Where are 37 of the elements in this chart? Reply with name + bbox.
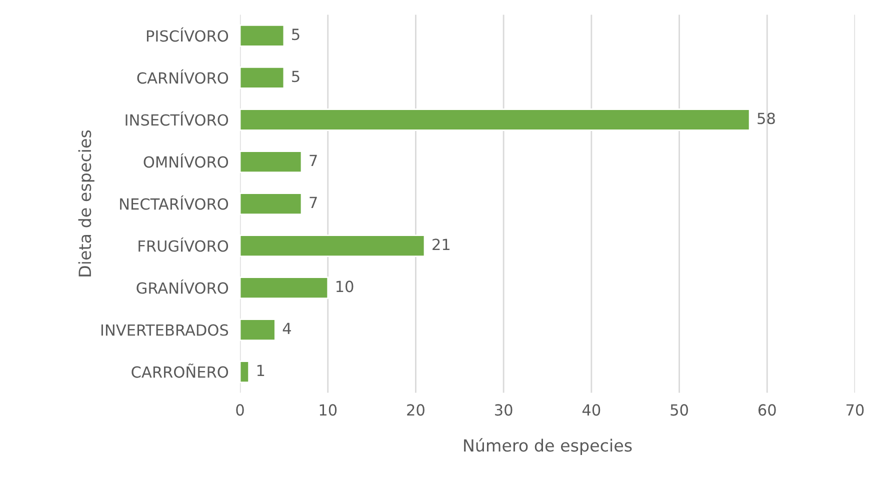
x-tick-label: 50 bbox=[670, 404, 688, 416]
data-label: 5 bbox=[292, 28, 300, 40]
y-tick-label: INSECTÍVORO bbox=[126, 111, 228, 126]
bar bbox=[240, 360, 250, 383]
bar bbox=[240, 108, 750, 131]
data-label: 5 bbox=[292, 70, 300, 82]
data-label: 7 bbox=[310, 154, 317, 166]
y-tick-label: NECTARÍVORO bbox=[120, 195, 228, 210]
bar bbox=[240, 192, 302, 215]
y-tick-label: GRANÍVORO bbox=[136, 279, 228, 294]
bar bbox=[240, 318, 276, 341]
y-tick-label: PISCÍVORO bbox=[146, 27, 228, 42]
data-label: 7 bbox=[310, 196, 317, 208]
bar bbox=[240, 66, 285, 89]
x-tick-label: 20 bbox=[407, 404, 424, 416]
data-label: 58 bbox=[758, 112, 775, 124]
bar bbox=[240, 276, 329, 299]
y-tick-label: FRUGÍVORO bbox=[138, 237, 228, 252]
x-tick-label: 60 bbox=[758, 404, 776, 416]
bar bbox=[240, 150, 302, 173]
x-tick-label: 40 bbox=[582, 404, 600, 416]
y-axis-title: Dieta de especies bbox=[78, 130, 94, 276]
bar bbox=[240, 234, 426, 257]
x-axis-title: Número de especies bbox=[464, 438, 632, 455]
x-tick-label: 10 bbox=[320, 404, 337, 416]
bar bbox=[240, 24, 285, 47]
data-label: 21 bbox=[432, 238, 450, 250]
data-label: 1 bbox=[257, 364, 264, 376]
data-label: 10 bbox=[336, 280, 354, 292]
data-label: 4 bbox=[282, 322, 291, 334]
x-tick-label: 30 bbox=[495, 404, 512, 416]
y-tick-label: OMNÍVORO bbox=[144, 153, 228, 168]
y-tick-label: INVERTEBRADOS bbox=[101, 324, 228, 336]
x-tick-label: 0 bbox=[236, 404, 244, 416]
x-tick-label: 70 bbox=[846, 404, 864, 416]
y-tick-label: CARNÍVORO bbox=[137, 69, 228, 84]
y-tick-label: CARROÑERO bbox=[132, 364, 228, 378]
